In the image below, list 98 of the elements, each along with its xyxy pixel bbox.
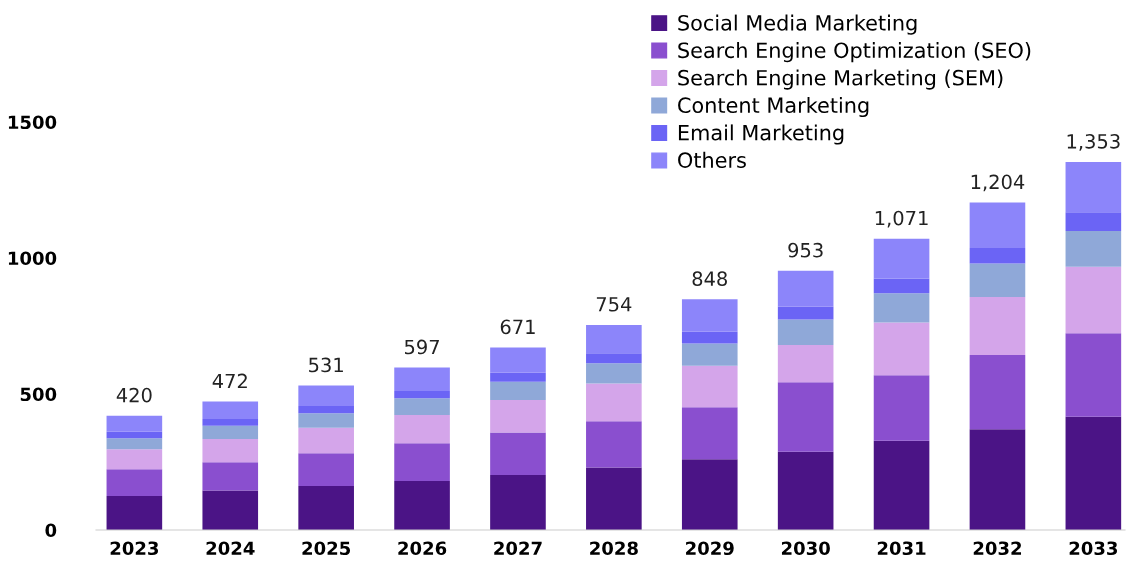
x-tick-label: 2026 (398, 541, 447, 556)
bar (777, 345, 834, 383)
legend-label: Search Engine Marketing (SEM) (678, 69, 1003, 90)
x-tick-label: 2028 (590, 541, 638, 556)
bar (873, 440, 930, 530)
bar (298, 385, 354, 406)
bar (1065, 266, 1122, 334)
bar (681, 365, 738, 408)
legend-label: Email Marketing (678, 124, 844, 145)
legend-label: Others (678, 151, 746, 168)
bar (681, 459, 738, 530)
y-tick-label: 0 (45, 523, 57, 538)
bar (106, 438, 163, 450)
total-label: 1,353 (1067, 133, 1120, 151)
legend-label: Content Marketing (678, 96, 869, 118)
bar (873, 278, 930, 294)
bar (969, 202, 1026, 248)
bar (490, 475, 546, 530)
bar (490, 372, 546, 382)
bar (202, 490, 259, 530)
bar (586, 353, 642, 364)
bar (490, 347, 546, 373)
bar (873, 322, 930, 376)
bar (777, 382, 834, 452)
bar (490, 381, 546, 400)
bar (106, 415, 163, 432)
bar (202, 438, 259, 463)
bar (586, 421, 642, 468)
bar (1065, 416, 1122, 530)
bar (586, 467, 642, 530)
total-label: 671 (500, 319, 535, 335)
total-label: 754 (596, 297, 632, 312)
y-tick-label: 1000 (8, 251, 57, 266)
bar (586, 363, 642, 384)
x-tick-label: 2032 (973, 541, 1022, 556)
bar (394, 481, 450, 530)
bar (298, 413, 354, 428)
total-label: 953 (788, 242, 823, 258)
bar (681, 331, 738, 344)
legend-label: Search Engine Optimization (SEO) (678, 42, 1031, 63)
bar (681, 343, 738, 366)
bar (969, 263, 1026, 297)
total-label: 472 (212, 373, 247, 389)
total-label: 531 (309, 357, 343, 373)
total-label: 420 (116, 387, 152, 403)
bar (586, 383, 642, 422)
bar (106, 431, 163, 439)
bar (202, 401, 259, 420)
total-label: 1,071 (875, 210, 928, 228)
bar (873, 293, 930, 323)
bar (202, 462, 259, 491)
x-tick-label: 2023 (110, 541, 159, 556)
bar (1065, 161, 1122, 213)
y-tick-label: 1500 (8, 115, 57, 130)
bar (873, 375, 930, 441)
bar (1065, 212, 1122, 232)
bar (202, 419, 259, 426)
x-tick-label: 2025 (302, 541, 351, 556)
bar (394, 414, 450, 444)
bar (777, 306, 834, 320)
bar (298, 453, 354, 486)
bar (681, 407, 738, 460)
bar (490, 432, 546, 476)
bar (394, 367, 450, 392)
total-label: 1,204 (971, 174, 1025, 192)
y-tick-label: 500 (20, 387, 57, 402)
x-tick-label: 2027 (494, 541, 542, 556)
bar (394, 391, 450, 399)
bar (777, 319, 834, 346)
bar (394, 398, 450, 415)
bar (298, 427, 354, 454)
x-tick-label: 2024 (206, 541, 255, 556)
total-label: 848 (692, 271, 727, 287)
bar (394, 443, 450, 482)
bar (106, 469, 163, 496)
x-tick-label: 2031 (877, 541, 926, 556)
x-tick-label: 2030 (781, 541, 830, 556)
bar (106, 496, 163, 530)
bar (298, 405, 354, 414)
bar (969, 296, 1026, 356)
bar (1065, 333, 1122, 417)
bar (586, 324, 642, 354)
x-tick-label: 2029 (686, 541, 734, 556)
bar (777, 451, 834, 530)
bar (106, 449, 163, 470)
bar (969, 355, 1026, 430)
bar (1065, 231, 1122, 267)
bar (969, 429, 1026, 530)
total-label: 597 (405, 339, 439, 355)
x-tick-label: 2033 (1069, 541, 1118, 556)
legend-label: Social Media Marketing (678, 14, 917, 35)
bar (202, 425, 259, 439)
bar (298, 485, 354, 530)
bar (777, 270, 834, 307)
bar (490, 399, 546, 433)
bar (969, 247, 1026, 264)
bar (681, 299, 738, 332)
bar (873, 238, 930, 279)
